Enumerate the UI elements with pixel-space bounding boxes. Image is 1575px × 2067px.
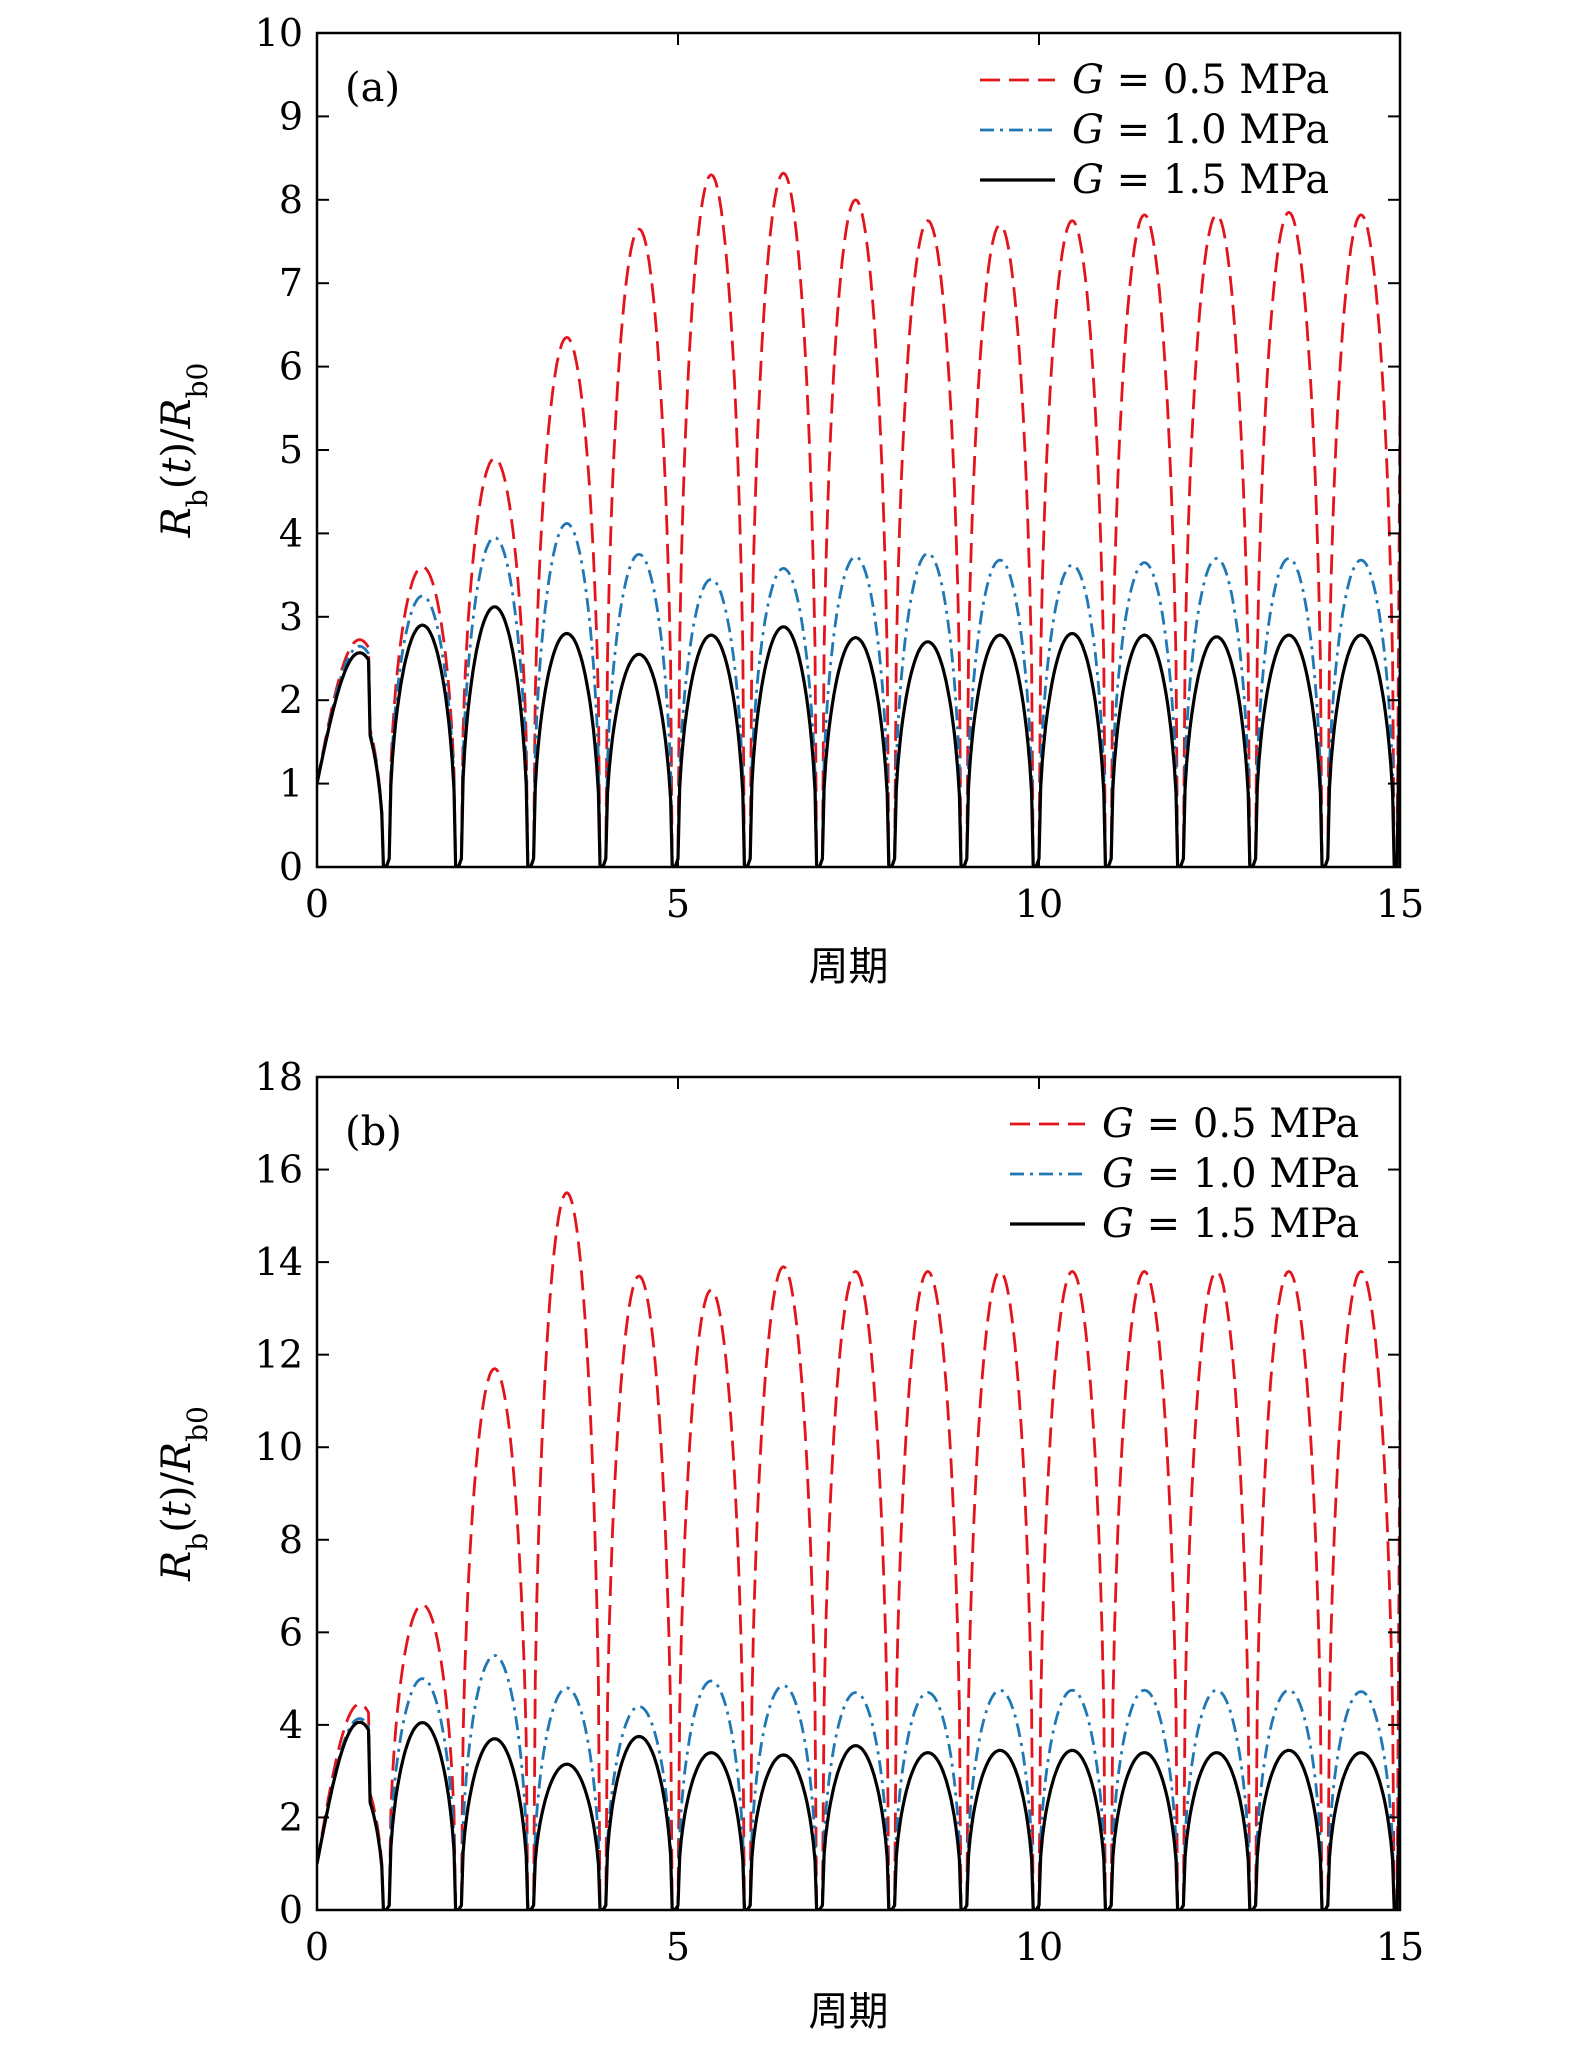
y-label-sub: b xyxy=(181,1533,214,1551)
series-line-1-5 xyxy=(317,1720,1400,1910)
legend-value: 0.5 xyxy=(1163,57,1227,103)
legend-entry: G = 1.5 MPa xyxy=(1102,1201,1359,1247)
y-tick-label: 0 xyxy=(279,1888,303,1932)
y-tick-label: 2 xyxy=(279,678,303,722)
legend-symbol: G xyxy=(1072,157,1104,203)
y-tick-label: 12 xyxy=(255,1333,303,1377)
series-line-0-5 xyxy=(317,171,1400,867)
plot-area xyxy=(317,171,1400,867)
y-tick-label: 9 xyxy=(279,94,303,138)
y-tick-label: 4 xyxy=(279,511,303,555)
legend-value: 1.5 xyxy=(1193,1201,1257,1247)
legend-value: 0.5 xyxy=(1193,1101,1257,1147)
y-label-r2: R xyxy=(154,1442,200,1473)
y-label-r: R xyxy=(154,1551,200,1582)
legend-symbol: G xyxy=(1072,107,1104,153)
legend-entry: G = 1.5 MPa xyxy=(1072,157,1329,203)
legend-symbol: G xyxy=(1102,1151,1134,1197)
legend-unit: MPa xyxy=(1257,1101,1360,1147)
y-label-paren-close: ) xyxy=(154,442,200,458)
x-tick-label: 15 xyxy=(1376,1925,1424,1969)
legend-symbol: G xyxy=(1102,1201,1134,1247)
y-label-paren: ( xyxy=(154,1517,200,1533)
legend-unit: MPa xyxy=(1227,157,1330,203)
y-label-slash: / xyxy=(154,428,200,442)
series-line-1-0 xyxy=(317,522,1400,867)
legend-equals: = xyxy=(1104,57,1163,103)
x-tick-label: 5 xyxy=(666,882,690,926)
legend-value: 1.0 xyxy=(1193,1151,1257,1197)
panel-label: (a) xyxy=(345,65,400,111)
series-line-1-5 xyxy=(317,605,1400,867)
legend-entry: G = 0.5 MPa xyxy=(1072,57,1329,103)
legend-unit: MPa xyxy=(1257,1151,1360,1197)
legend-equals: = xyxy=(1134,1201,1193,1247)
y-axis-label: Rb(t)/Rb0 xyxy=(154,363,214,539)
legend-symbol: G xyxy=(1072,57,1104,103)
y-tick-label: 6 xyxy=(279,1610,303,1654)
y-label-r2: R xyxy=(154,398,200,429)
legend-value: 1.5 xyxy=(1163,157,1227,203)
legend-entry: G = 1.0 MPa xyxy=(1102,1151,1359,1197)
y-label-sub: b xyxy=(181,489,214,507)
y-label-t: t xyxy=(154,1500,200,1517)
y-tick-label: 18 xyxy=(255,1055,303,1099)
panel-label: (b) xyxy=(345,1109,402,1155)
legend-equals: = xyxy=(1104,107,1163,153)
series-line-1-0 xyxy=(317,1654,1400,1910)
legend-entry: G = 1.0 MPa xyxy=(1072,107,1329,153)
y-tick-label: 8 xyxy=(279,178,303,222)
y-label-paren: ( xyxy=(154,474,200,490)
y-tick-label: 16 xyxy=(255,1148,303,1192)
y-tick-label: 4 xyxy=(279,1703,303,1747)
x-axis-label: 周期 xyxy=(809,1989,889,2035)
y-label-r: R xyxy=(154,507,200,538)
x-tick-label: 10 xyxy=(1015,882,1063,926)
legend-unit: MPa xyxy=(1227,57,1330,103)
legend-unit: MPa xyxy=(1227,107,1330,153)
x-tick-label: 5 xyxy=(666,1925,690,1969)
legend-equals: = xyxy=(1134,1101,1193,1147)
y-label-sub2: b0 xyxy=(181,1406,214,1442)
y-tick-label: 5 xyxy=(279,428,303,472)
y-label-paren-close: ) xyxy=(154,1486,200,1502)
y-tick-label: 3 xyxy=(279,595,303,639)
plot-area xyxy=(317,1191,1400,1910)
x-tick-label: 15 xyxy=(1376,882,1424,926)
y-tick-label: 1 xyxy=(279,762,303,806)
y-tick-label: 8 xyxy=(279,1518,303,1562)
y-tick-label: 10 xyxy=(255,1425,303,1469)
legend-equals: = xyxy=(1134,1151,1193,1197)
legend-symbol: G xyxy=(1102,1101,1134,1147)
legend-entry: G = 0.5 MPa xyxy=(1102,1101,1359,1147)
legend-value: 1.0 xyxy=(1163,107,1227,153)
legend-equals: = xyxy=(1104,157,1163,203)
x-tick-label: 10 xyxy=(1015,1925,1063,1969)
y-tick-label: 7 xyxy=(279,261,303,305)
y-label-t: t xyxy=(154,457,200,474)
y-label-slash: / xyxy=(154,1472,200,1486)
y-tick-label: 6 xyxy=(279,345,303,389)
y-tick-label: 14 xyxy=(255,1240,303,1284)
legend-unit: MPa xyxy=(1257,1201,1360,1247)
x-axis-label: 周期 xyxy=(809,944,889,990)
y-tick-label: 10 xyxy=(255,11,303,55)
plot-frame xyxy=(315,1075,1402,1912)
x-tick-label: 0 xyxy=(305,1925,329,1969)
series-line-0-5 xyxy=(317,1191,1400,1910)
x-tick-label: 0 xyxy=(305,882,329,926)
y-label-sub2: b0 xyxy=(181,363,214,399)
y-tick-label: 2 xyxy=(279,1795,303,1839)
y-axis-label: Rb(t)/Rb0 xyxy=(154,1406,214,1582)
y-tick-label: 0 xyxy=(279,845,303,889)
